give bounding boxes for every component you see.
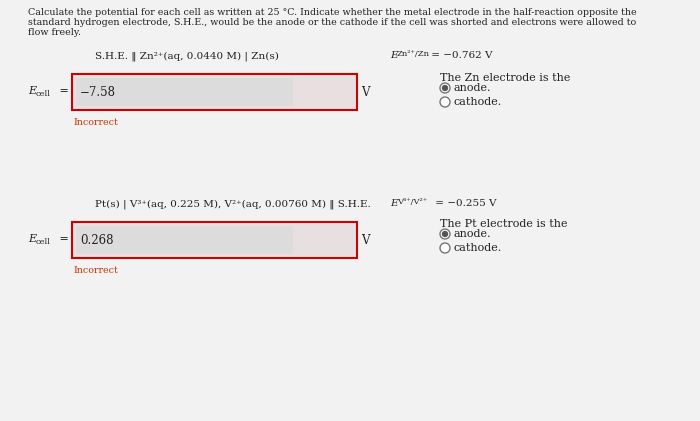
Text: cell: cell [36, 238, 51, 246]
Text: The Pt electrode is the: The Pt electrode is the [440, 219, 568, 229]
FancyBboxPatch shape [72, 222, 357, 258]
Text: E: E [28, 234, 36, 244]
Text: Zn²⁺/Zn: Zn²⁺/Zn [397, 50, 430, 58]
Text: E: E [28, 86, 36, 96]
Text: V: V [361, 234, 370, 247]
FancyBboxPatch shape [76, 226, 293, 254]
Text: Incorrect: Incorrect [74, 266, 119, 275]
Text: anode.: anode. [454, 83, 491, 93]
Circle shape [440, 83, 450, 93]
Text: cell: cell [36, 90, 51, 98]
Text: = −0.762 V: = −0.762 V [428, 51, 493, 60]
Circle shape [440, 97, 450, 107]
Text: = −0.255 V: = −0.255 V [432, 199, 496, 208]
Circle shape [440, 229, 450, 239]
Text: Pt(s) | V³⁺(aq, 0.225 M), V²⁺(aq, 0.00760 M) ‖ S.H.E.: Pt(s) | V³⁺(aq, 0.225 M), V²⁺(aq, 0.0076… [95, 199, 371, 209]
Text: The Zn electrode is the: The Zn electrode is the [440, 73, 570, 83]
Circle shape [442, 231, 448, 237]
Text: anode.: anode. [454, 229, 491, 239]
Text: cathode.: cathode. [454, 243, 503, 253]
Text: =: = [56, 234, 69, 244]
Text: E: E [390, 199, 398, 208]
Text: 0.268: 0.268 [80, 234, 113, 247]
Text: flow freely.: flow freely. [28, 28, 81, 37]
Text: standard hydrogen electrode, S.H.E., would be the anode or the cathode if the ce: standard hydrogen electrode, S.H.E., wou… [28, 18, 636, 27]
Text: cathode.: cathode. [454, 97, 503, 107]
Circle shape [442, 85, 448, 91]
Text: E: E [390, 51, 398, 60]
Text: V: V [361, 85, 370, 99]
Text: V³⁺/V²⁺: V³⁺/V²⁺ [397, 198, 427, 206]
Text: −7.58: −7.58 [80, 85, 116, 99]
FancyBboxPatch shape [72, 74, 357, 110]
Text: =: = [56, 86, 69, 96]
Text: Calculate the potential for each cell as written at 25 °C. Indicate whether the : Calculate the potential for each cell as… [28, 8, 636, 17]
FancyBboxPatch shape [76, 78, 293, 106]
Text: Incorrect: Incorrect [74, 118, 119, 127]
Text: S.H.E. ‖ Zn²⁺(aq, 0.0440 M) | Zn(s): S.H.E. ‖ Zn²⁺(aq, 0.0440 M) | Zn(s) [95, 51, 279, 61]
Circle shape [440, 243, 450, 253]
